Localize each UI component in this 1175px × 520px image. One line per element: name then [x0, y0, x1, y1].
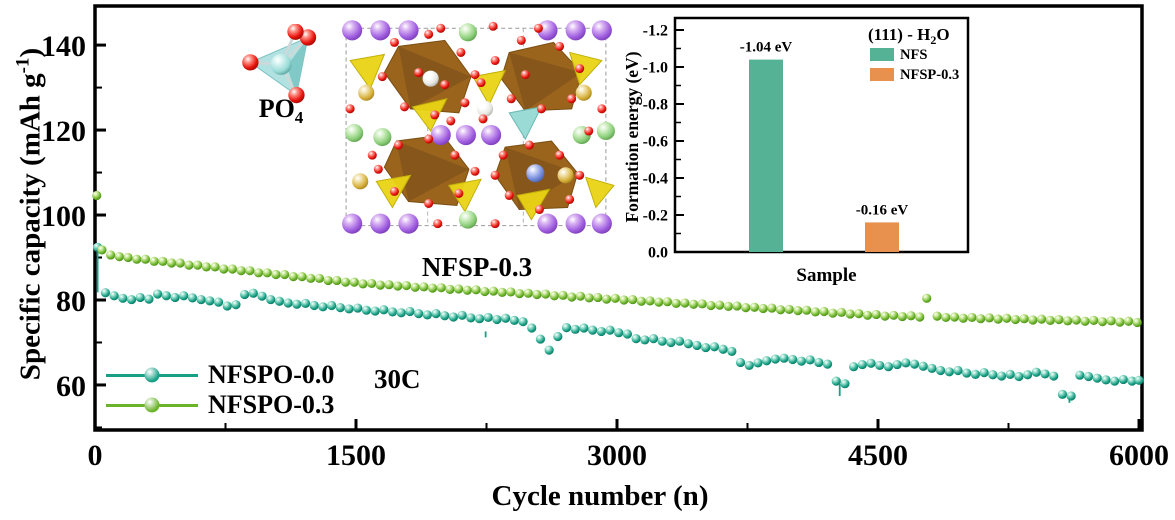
- svg-text:60: 60: [56, 370, 86, 403]
- legend-marker-green: [144, 397, 160, 413]
- y-axis-label-superscript: -1: [12, 57, 34, 74]
- svg-text:-0.16 eV: -0.16 eV: [856, 202, 909, 218]
- y-axis-label-close: ): [14, 47, 47, 58]
- svg-text:Formation energy (eV): Formation energy (eV): [622, 51, 642, 222]
- svg-text:-1.2: -1.2: [643, 23, 668, 40]
- svg-text:(111) - H2O: (111) - H2O: [868, 25, 950, 47]
- crystal-structure-drawing: [342, 20, 615, 234]
- po4-tetrahedron-icon: [242, 23, 317, 104]
- svg-text:NFS: NFS: [900, 47, 927, 63]
- svg-text:0.0: 0.0: [648, 245, 668, 262]
- svg-text:-0.6: -0.6: [643, 134, 668, 151]
- crystal-structure-label: NFSP-0.3: [421, 252, 533, 282]
- inset-bar-chart: -1.2 -1.0 -0.8 -0.6 -0.4 -0.2 0.0 -1.04 eV -0.16…: [622, 16, 970, 286]
- svg-text:6000: 6000: [1109, 439, 1169, 472]
- svg-text:140: 140: [41, 30, 86, 63]
- series-NFSPO-0.3: [92, 190, 1142, 328]
- svg-text:-0.2: -0.2: [643, 208, 668, 225]
- svg-text:100: 100: [41, 200, 86, 233]
- svg-text:-1.04 eV: -1.04 eV: [740, 40, 793, 56]
- po4-label-subscript: 4: [294, 108, 304, 128]
- legend-marker-teal: [144, 367, 160, 383]
- y-axis-label-text: Specific capacity (mAh g: [14, 73, 47, 381]
- crystal-structure-illustration: [332, 12, 624, 254]
- legend-line-teal: [106, 367, 198, 383]
- svg-text:0: 0: [88, 439, 103, 472]
- svg-text:-1.0: -1.0: [643, 60, 668, 77]
- x-axis-label: Cycle number (n): [491, 480, 709, 512]
- legend-label: NFSPO-0.3: [208, 390, 335, 419]
- legend-entry-nfspo-0.0: NFSPO-0.0: [106, 360, 334, 390]
- svg-text:120: 120: [41, 115, 86, 148]
- po4-label: PO4: [259, 94, 304, 128]
- legend-label: NFSPO-0.0: [208, 360, 335, 389]
- main-legend: NFSPO-0.0 NFSPO-0.3: [106, 360, 334, 420]
- svg-text:-0.4: -0.4: [643, 171, 668, 188]
- legend-line-green: [106, 397, 198, 413]
- po4-illustration: [237, 23, 329, 120]
- y-axis-label: Specific capacity (mAh g-1): [13, 48, 48, 380]
- svg-text:-0.8: -0.8: [643, 97, 668, 114]
- svg-text:4500: 4500: [848, 439, 908, 472]
- po4-label-text: PO: [258, 94, 295, 123]
- rate-annotation: 30C: [374, 364, 421, 394]
- svg-text:Sample: Sample: [796, 265, 856, 286]
- svg-text:3000: 3000: [587, 439, 647, 472]
- series-NFSPO-0.0: [93, 242, 1144, 401]
- svg-text:80: 80: [56, 285, 86, 318]
- svg-text:1500: 1500: [326, 439, 386, 472]
- legend-entry-nfspo-0.3: NFSPO-0.3: [106, 390, 334, 420]
- svg-text:NFSP-0.3: NFSP-0.3: [900, 67, 959, 83]
